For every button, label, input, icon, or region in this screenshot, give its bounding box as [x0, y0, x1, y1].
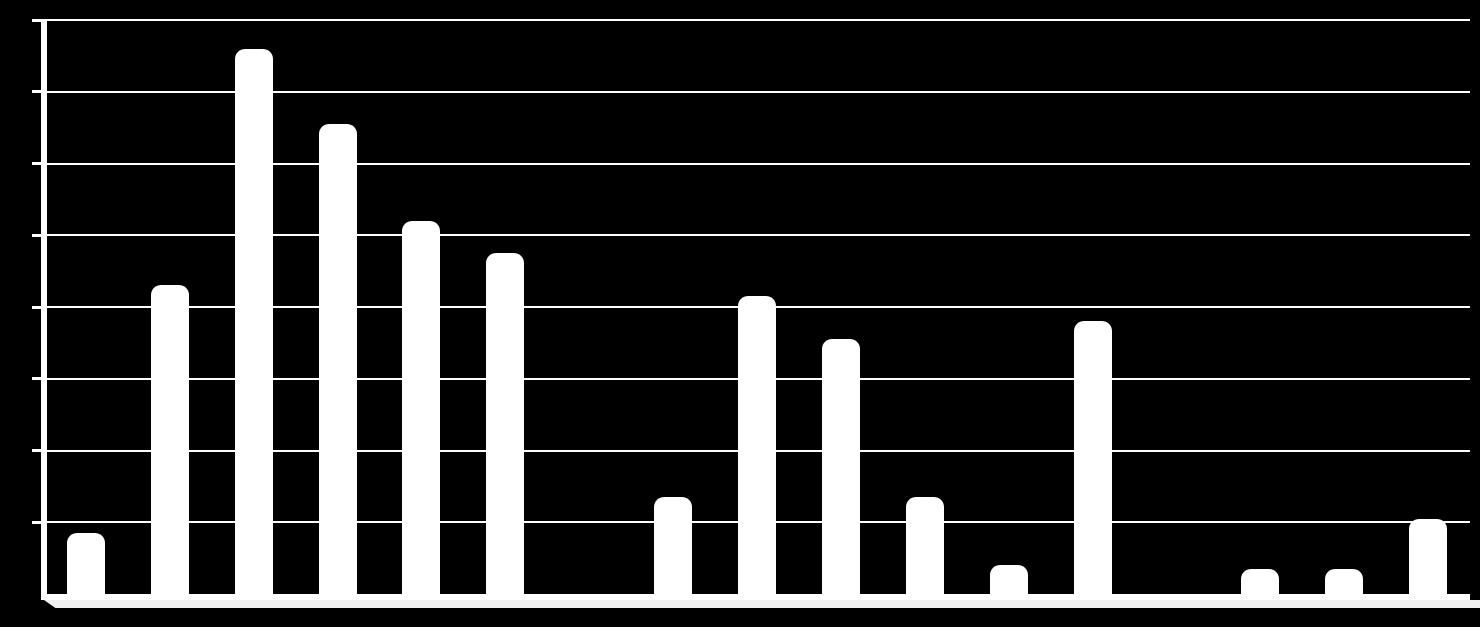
bar [738, 296, 776, 594]
bar [319, 124, 357, 594]
y-axis [41, 20, 47, 600]
bar [235, 49, 273, 594]
bar [151, 285, 189, 594]
bar [1409, 519, 1447, 594]
bar [822, 339, 860, 594]
bar [906, 497, 944, 594]
bar [67, 533, 105, 594]
bar [486, 253, 524, 594]
bar [1074, 321, 1112, 594]
gridline [44, 19, 1470, 21]
bar-chart [0, 0, 1480, 627]
bar [402, 221, 440, 594]
bar [1325, 569, 1363, 594]
bar [654, 497, 692, 594]
bar [990, 565, 1028, 594]
x-axis-shadow [44, 600, 1480, 608]
bar [1241, 569, 1279, 594]
